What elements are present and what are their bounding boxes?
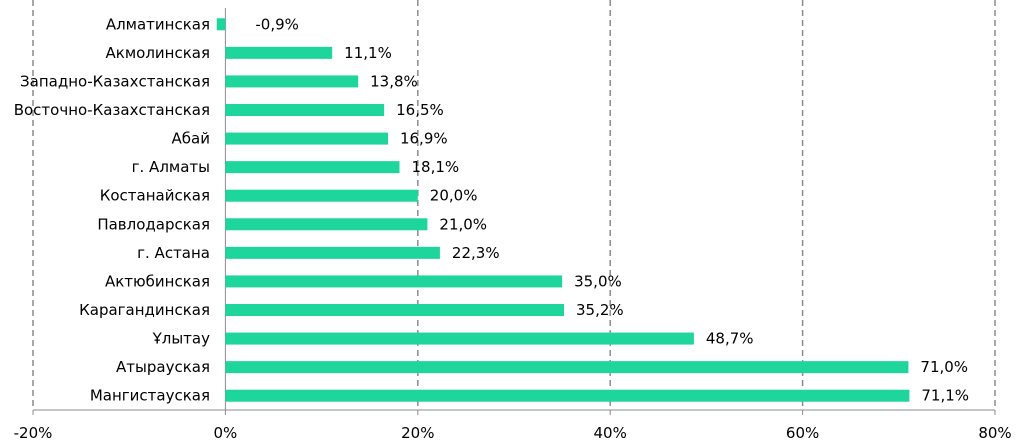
category-label: Атырауская — [116, 358, 210, 376]
data-label: 21,0% — [439, 215, 487, 233]
bar — [225, 275, 563, 288]
data-label: 71,0% — [920, 358, 968, 376]
x-tick-label: 60% — [786, 424, 819, 441]
bar — [225, 161, 400, 174]
bars — [216, 18, 910, 402]
data-label: 16,5% — [396, 101, 444, 119]
data-label: 22,3% — [452, 244, 500, 262]
data-label: 35,0% — [574, 272, 622, 290]
bar — [225, 46, 333, 59]
bar — [225, 246, 440, 259]
labels: -20% 0% 20% 40% 60% 80% Алматинская -0,9% Акмоли… — [14, 15, 1012, 441]
bar — [225, 132, 388, 145]
data-label: 13,8% — [370, 72, 418, 90]
category-label: Карагандинская — [79, 301, 210, 319]
x-tick-label: 40% — [594, 424, 627, 441]
data-label: 20,0% — [430, 187, 478, 205]
bar — [225, 218, 428, 231]
category-label: Костанайская — [100, 187, 210, 205]
category-label: Павлодарская — [97, 215, 210, 233]
bar — [225, 389, 910, 402]
data-label: 35,2% — [576, 301, 624, 319]
bar — [225, 332, 694, 345]
category-label: Алматинская — [106, 15, 210, 33]
data-label: 18,1% — [412, 158, 460, 176]
data-label: 11,1% — [344, 44, 392, 62]
category-label: Западно-Казахстанская — [20, 72, 210, 90]
bar — [225, 361, 909, 374]
category-label: Акмолинская — [106, 44, 210, 62]
category-label: Ұлытау — [152, 330, 211, 348]
category-label: г. Алматы — [132, 158, 210, 176]
bar — [216, 18, 226, 31]
category-label: Абай — [172, 130, 210, 148]
bar — [225, 75, 359, 88]
x-tick-label: 80% — [978, 424, 1011, 441]
category-label: г. Астана — [137, 244, 210, 262]
x-tick-label: 20% — [401, 424, 434, 441]
category-label: Восточно-Казахстанская — [14, 101, 210, 119]
category-label: Актюбинская — [105, 272, 210, 290]
axes — [32, 8, 996, 415]
data-label: 48,7% — [706, 330, 754, 348]
data-label: 71,1% — [921, 387, 969, 405]
bar — [225, 189, 418, 202]
data-label: 16,9% — [400, 130, 448, 148]
category-label: Мангистауская — [90, 387, 210, 405]
data-label: -0,9% — [255, 15, 299, 33]
bar — [225, 304, 565, 316]
x-tick-label: -20% — [14, 424, 53, 441]
x-tick-label: 0% — [214, 424, 238, 441]
bar — [225, 104, 385, 116]
